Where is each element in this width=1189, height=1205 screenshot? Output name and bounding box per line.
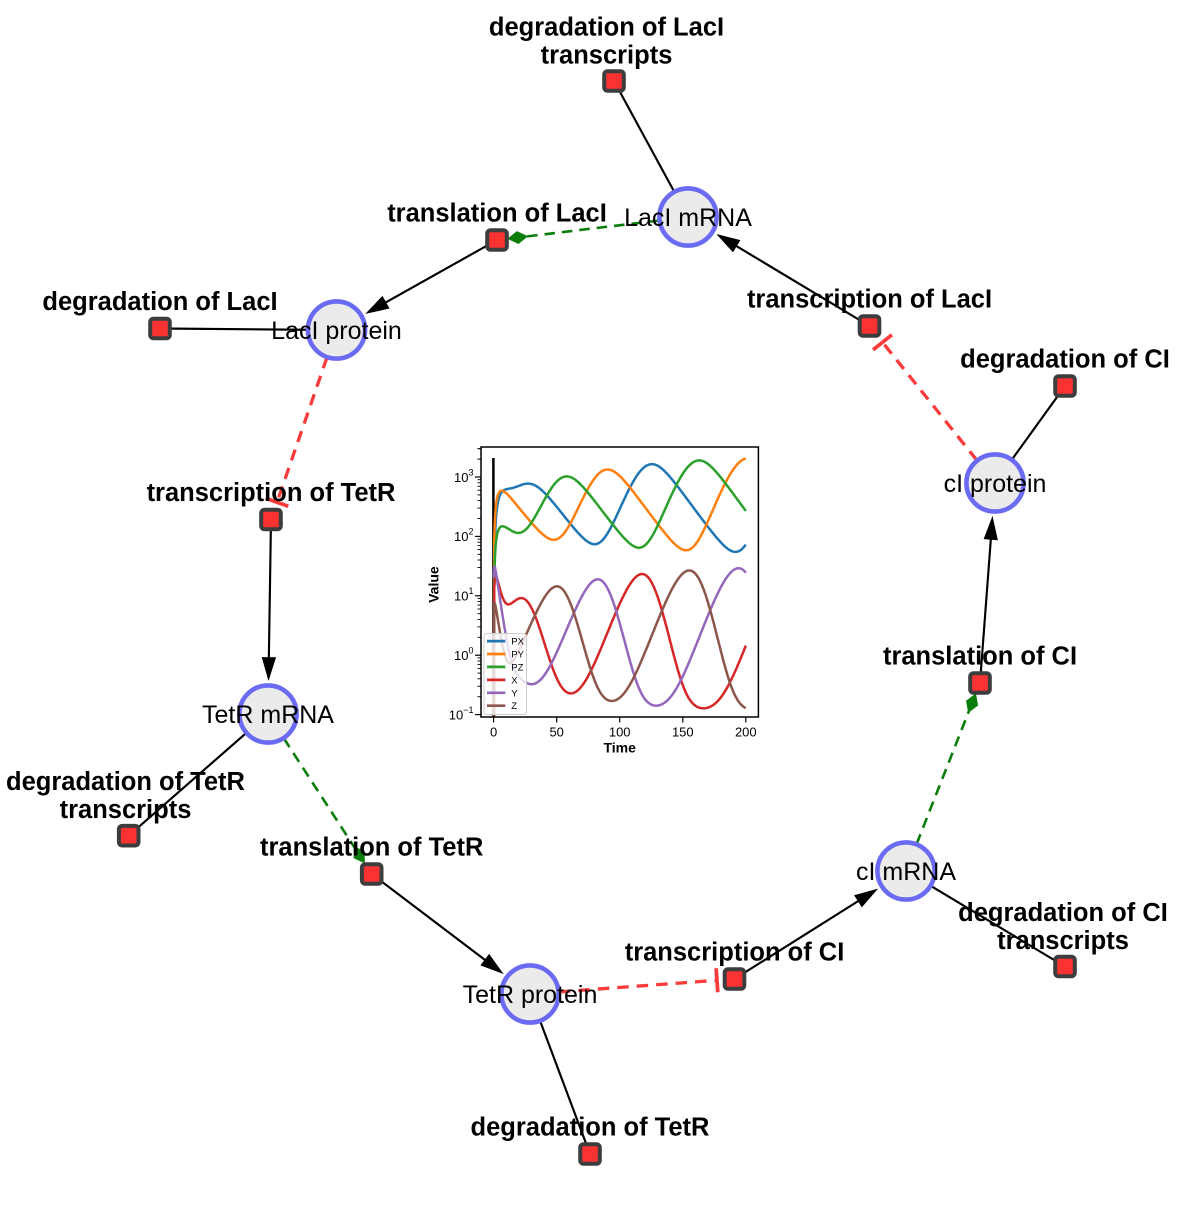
svg-text:translation of CI: translation of CI [883, 642, 1077, 670]
svg-text:PX: PX [511, 637, 524, 648]
svg-text:transcription of LacI: transcription of LacI [747, 285, 992, 313]
svg-text:TetR protein: TetR protein [463, 981, 598, 1009]
svg-text:transcripts: transcripts [541, 41, 673, 69]
svg-text:cI protein: cI protein [944, 470, 1047, 498]
svg-text:degradation of CI: degradation of CI [958, 899, 1168, 927]
svg-text:LacI mRNA: LacI mRNA [624, 204, 752, 232]
svg-text:transcription of CI: transcription of CI [625, 938, 845, 966]
svg-text:degradation of LacI: degradation of LacI [42, 288, 277, 316]
svg-text:LacI protein: LacI protein [271, 317, 402, 345]
svg-text:Y: Y [511, 688, 518, 699]
svg-text:Time: Time [603, 740, 636, 756]
svg-text:100: 100 [609, 724, 631, 739]
svg-text:translation of TetR: translation of TetR [260, 833, 483, 861]
svg-text:PZ: PZ [511, 662, 523, 673]
svg-text:Value: Value [426, 566, 442, 603]
svg-text:X: X [511, 675, 518, 686]
svg-text:150: 150 [672, 724, 694, 739]
svg-text:200: 200 [735, 724, 757, 739]
svg-text:TetR mRNA: TetR mRNA [202, 701, 334, 729]
svg-text:PY: PY [511, 650, 524, 661]
svg-text:transcripts: transcripts [997, 927, 1129, 955]
svg-text:transcription of TetR: transcription of TetR [147, 479, 396, 507]
svg-text:50: 50 [549, 724, 563, 739]
svg-text:transcripts: transcripts [60, 796, 192, 824]
svg-text:translation of LacI: translation of LacI [387, 199, 607, 227]
svg-text:degradation of CI: degradation of CI [960, 345, 1170, 373]
svg-text:degradation of LacI: degradation of LacI [489, 13, 724, 41]
svg-text:0: 0 [490, 724, 497, 739]
svg-text:degradation of TetR: degradation of TetR [471, 1113, 710, 1141]
svg-text:cI mRNA: cI mRNA [856, 858, 956, 886]
svg-text:Z: Z [511, 701, 517, 712]
svg-text:degradation of TetR: degradation of TetR [6, 768, 245, 796]
